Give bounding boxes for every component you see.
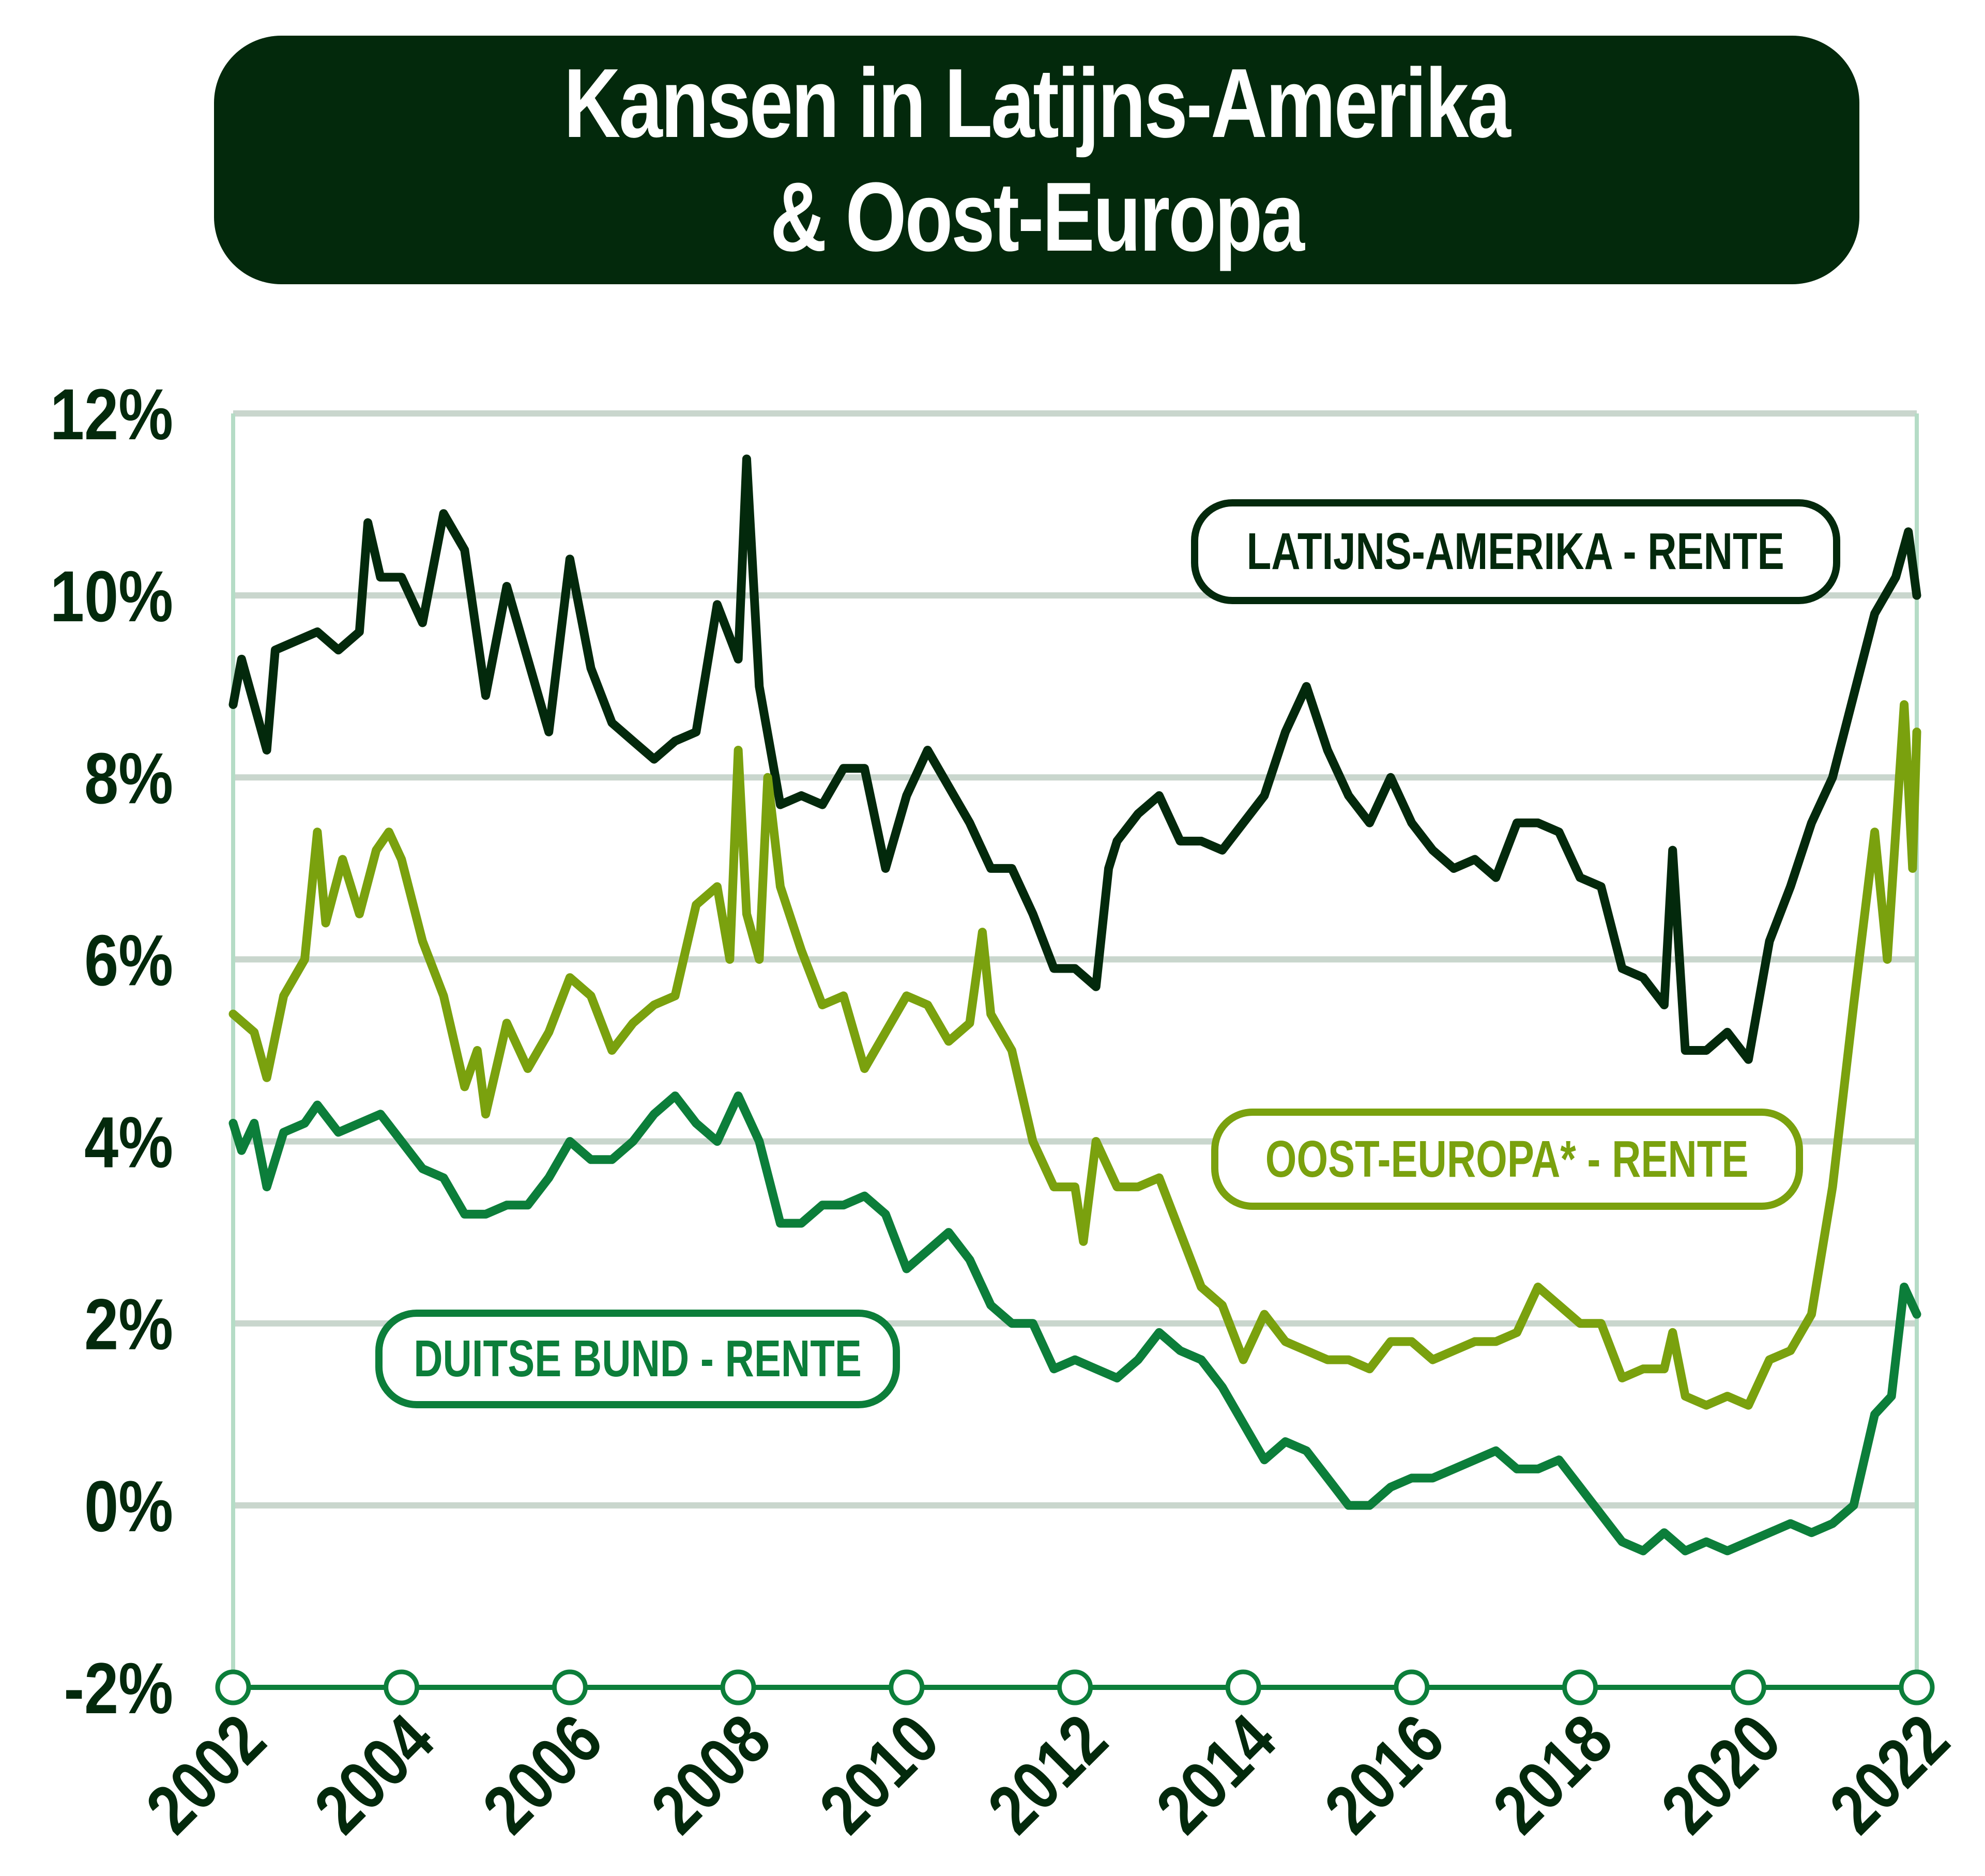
x-tick-marker bbox=[1394, 1669, 1430, 1705]
x-tick-marker bbox=[552, 1669, 588, 1705]
chart-title: Kansen in Latijns-Amerika & Oost-Europa bbox=[214, 36, 1859, 284]
y-tick-label: 8% bbox=[84, 737, 173, 819]
x-tick-marker bbox=[1730, 1669, 1766, 1705]
y-tick-label: -2% bbox=[64, 1648, 173, 1729]
series-line-duitse-bund-rente bbox=[228, 1091, 1921, 1556]
x-tick-label: 2008 bbox=[637, 1700, 785, 1848]
y-tick-label: 10% bbox=[50, 556, 173, 637]
series-line-oost-europa-rente bbox=[228, 700, 1921, 1410]
x-tick-label: 2022 bbox=[1815, 1700, 1963, 1848]
y-tick-label: 12% bbox=[50, 374, 173, 455]
legend-german-bund: DUITSE BUND - RENTE bbox=[375, 1310, 900, 1408]
series-line-latijns-amerika-rente bbox=[228, 454, 1921, 1064]
x-tick-marker bbox=[889, 1669, 925, 1705]
x-tick-marker bbox=[1225, 1669, 1261, 1705]
legend-label: OOST-EUROPA* - RENTE bbox=[1265, 1130, 1749, 1188]
x-tick-label: 2014 bbox=[1142, 1700, 1290, 1848]
legend-eastern-europe: OOST-EUROPA* - RENTE bbox=[1211, 1109, 1803, 1210]
chart-title-line-1: Kansen in Latijns-Amerika bbox=[563, 48, 1511, 158]
x-tick-marker bbox=[1899, 1669, 1935, 1705]
x-tick-marker bbox=[1057, 1669, 1093, 1705]
x-tick-label: 2018 bbox=[1478, 1700, 1627, 1848]
y-tick-label: 0% bbox=[84, 1466, 173, 1547]
y-tick-label: 2% bbox=[84, 1284, 173, 1365]
legend-latin-america: LATIJNS-AMERIKA - RENTE bbox=[1191, 499, 1840, 604]
legend-label: DUITSE BUND - RENTE bbox=[414, 1330, 862, 1388]
x-tick-marker bbox=[384, 1669, 420, 1705]
chart-title-line-2: & Oost-Europa bbox=[770, 162, 1305, 272]
x-tick-marker bbox=[1562, 1669, 1598, 1705]
x-tick-label: 2010 bbox=[805, 1700, 953, 1848]
x-tick-marker bbox=[215, 1669, 251, 1705]
y-tick-label: 4% bbox=[84, 1101, 173, 1182]
x-tick-label: 2012 bbox=[973, 1700, 1122, 1848]
x-tick-label: 2006 bbox=[468, 1700, 617, 1848]
y-tick-label: 6% bbox=[84, 919, 173, 1001]
x-tick-label: 2004 bbox=[300, 1700, 448, 1848]
x-tick-marker bbox=[720, 1669, 756, 1705]
x-tick-label: 2020 bbox=[1647, 1700, 1795, 1848]
x-tick-label: 2016 bbox=[1310, 1700, 1458, 1848]
legend-label: LATIJNS-AMERIKA - RENTE bbox=[1247, 522, 1784, 580]
